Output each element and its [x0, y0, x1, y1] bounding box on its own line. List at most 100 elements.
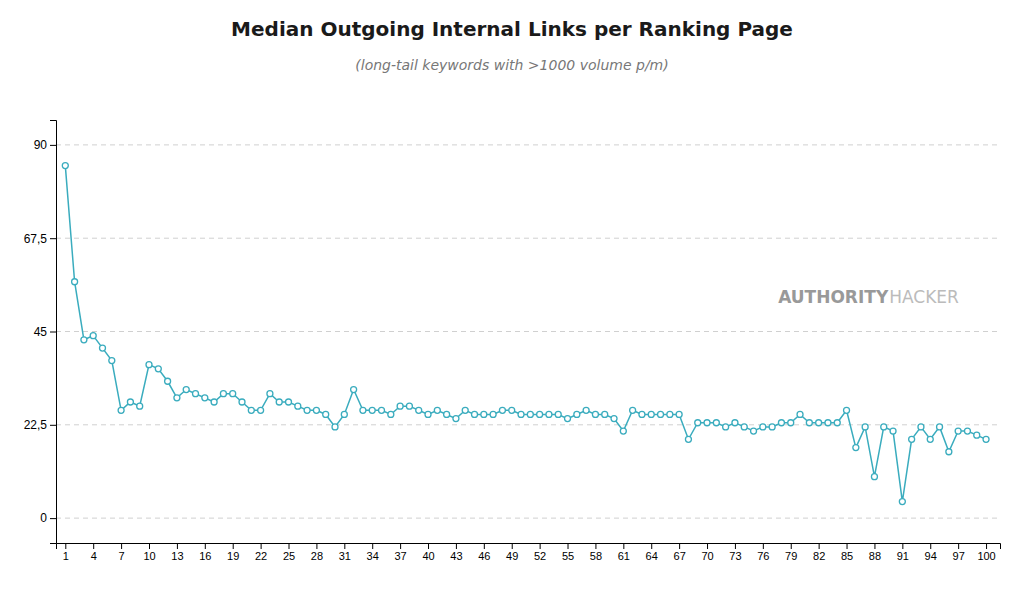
- x-tick: 34: [367, 543, 379, 562]
- point: [937, 424, 943, 430]
- x-tick-mark: [958, 543, 959, 549]
- point: [304, 407, 310, 413]
- x-tick: 16: [199, 543, 211, 562]
- point: [583, 407, 589, 413]
- x-tick-mark: [428, 543, 429, 549]
- point: [118, 407, 124, 413]
- point: [499, 407, 505, 413]
- point: [909, 436, 915, 442]
- x-tick: 52: [534, 543, 546, 562]
- point: [518, 411, 524, 417]
- x-tick: 22: [255, 543, 267, 562]
- x-tick-label: 88: [869, 550, 881, 562]
- x-tick-label: 43: [450, 550, 462, 562]
- x-tick-label: 97: [953, 550, 965, 562]
- point: [648, 411, 654, 417]
- point: [62, 163, 68, 169]
- x-tick-label: 49: [506, 550, 518, 562]
- annotation: HACKER: [889, 287, 959, 307]
- x-tick-label: 28: [311, 550, 323, 562]
- x-tick: 79: [785, 543, 797, 562]
- y-tick: 0: [40, 511, 56, 525]
- point: [806, 420, 812, 426]
- x-tick: 91: [897, 543, 909, 562]
- x-tick-mark: [400, 543, 401, 549]
- point: [490, 411, 496, 417]
- point: [406, 403, 412, 409]
- x-tick-mark: [372, 543, 373, 549]
- point: [276, 399, 282, 405]
- x-tick-label: 34: [367, 550, 379, 562]
- x-tick-mark: [121, 543, 122, 549]
- x-tick-mark: [568, 543, 569, 549]
- series: [62, 163, 989, 505]
- x-tick-label: 91: [897, 550, 909, 562]
- point: [248, 407, 254, 413]
- x-tick-label: 100: [977, 550, 995, 562]
- x-tick-label: 76: [757, 550, 769, 562]
- point: [974, 432, 980, 438]
- x-tick-label: 70: [701, 550, 713, 562]
- y-tick-mark: [50, 238, 56, 239]
- point: [834, 420, 840, 426]
- grid-line: [56, 144, 1000, 145]
- point: [602, 411, 608, 417]
- x-tick-label: 73: [729, 550, 741, 562]
- point: [611, 416, 617, 422]
- y-tick: 67,5: [24, 232, 56, 246]
- x-tick-mark: [484, 543, 485, 549]
- x-tick-label: 7: [119, 550, 125, 562]
- x-tick-mark: [902, 543, 903, 549]
- x-tick-mark: [456, 543, 457, 549]
- x-tick: 100: [977, 543, 995, 562]
- x-tick-mark: [707, 543, 708, 549]
- point: [174, 395, 180, 401]
- point: [778, 420, 784, 426]
- point: [890, 428, 896, 434]
- point: [286, 399, 292, 405]
- point: [788, 420, 794, 426]
- y-tick-mark: [50, 332, 56, 333]
- point: [323, 411, 329, 417]
- x-tick-mark: [233, 543, 234, 549]
- y-tick-mark: [50, 425, 56, 426]
- x-tick: 7: [119, 543, 125, 562]
- grid-line: [56, 331, 1000, 332]
- point: [258, 407, 264, 413]
- point: [658, 411, 664, 417]
- point: [183, 387, 189, 393]
- grid-line: [56, 424, 1000, 425]
- x-tick: 4: [91, 543, 97, 562]
- point: [565, 416, 571, 422]
- x-tick-label: 4: [91, 550, 97, 562]
- y-tick-mark: [50, 518, 56, 519]
- y-tick-label: 67,5: [24, 232, 48, 246]
- point: [862, 424, 868, 430]
- point: [137, 403, 143, 409]
- y-tick-label: 45: [34, 325, 48, 339]
- x-tick: 70: [701, 543, 713, 562]
- point: [527, 411, 533, 417]
- x-tick-mark: [679, 543, 680, 549]
- x-tick: 85: [841, 543, 853, 562]
- point: [397, 403, 403, 409]
- x-tick-label: 85: [841, 550, 853, 562]
- point: [146, 362, 152, 368]
- x-tick-label: 37: [394, 550, 406, 562]
- point: [592, 411, 598, 417]
- x-tick-label: 64: [646, 550, 658, 562]
- point: [462, 407, 468, 413]
- point: [871, 474, 877, 480]
- point: [844, 407, 850, 413]
- point: [230, 391, 236, 397]
- point: [416, 407, 422, 413]
- point: [109, 358, 115, 364]
- x-tick-mark: [540, 543, 541, 549]
- point: [816, 420, 822, 426]
- point: [769, 424, 775, 430]
- x-axis: 1471013161922252831343740434649525558616…: [57, 543, 1001, 562]
- x-tick: 49: [506, 543, 518, 562]
- point: [434, 407, 440, 413]
- point: [983, 436, 989, 442]
- point: [685, 436, 691, 442]
